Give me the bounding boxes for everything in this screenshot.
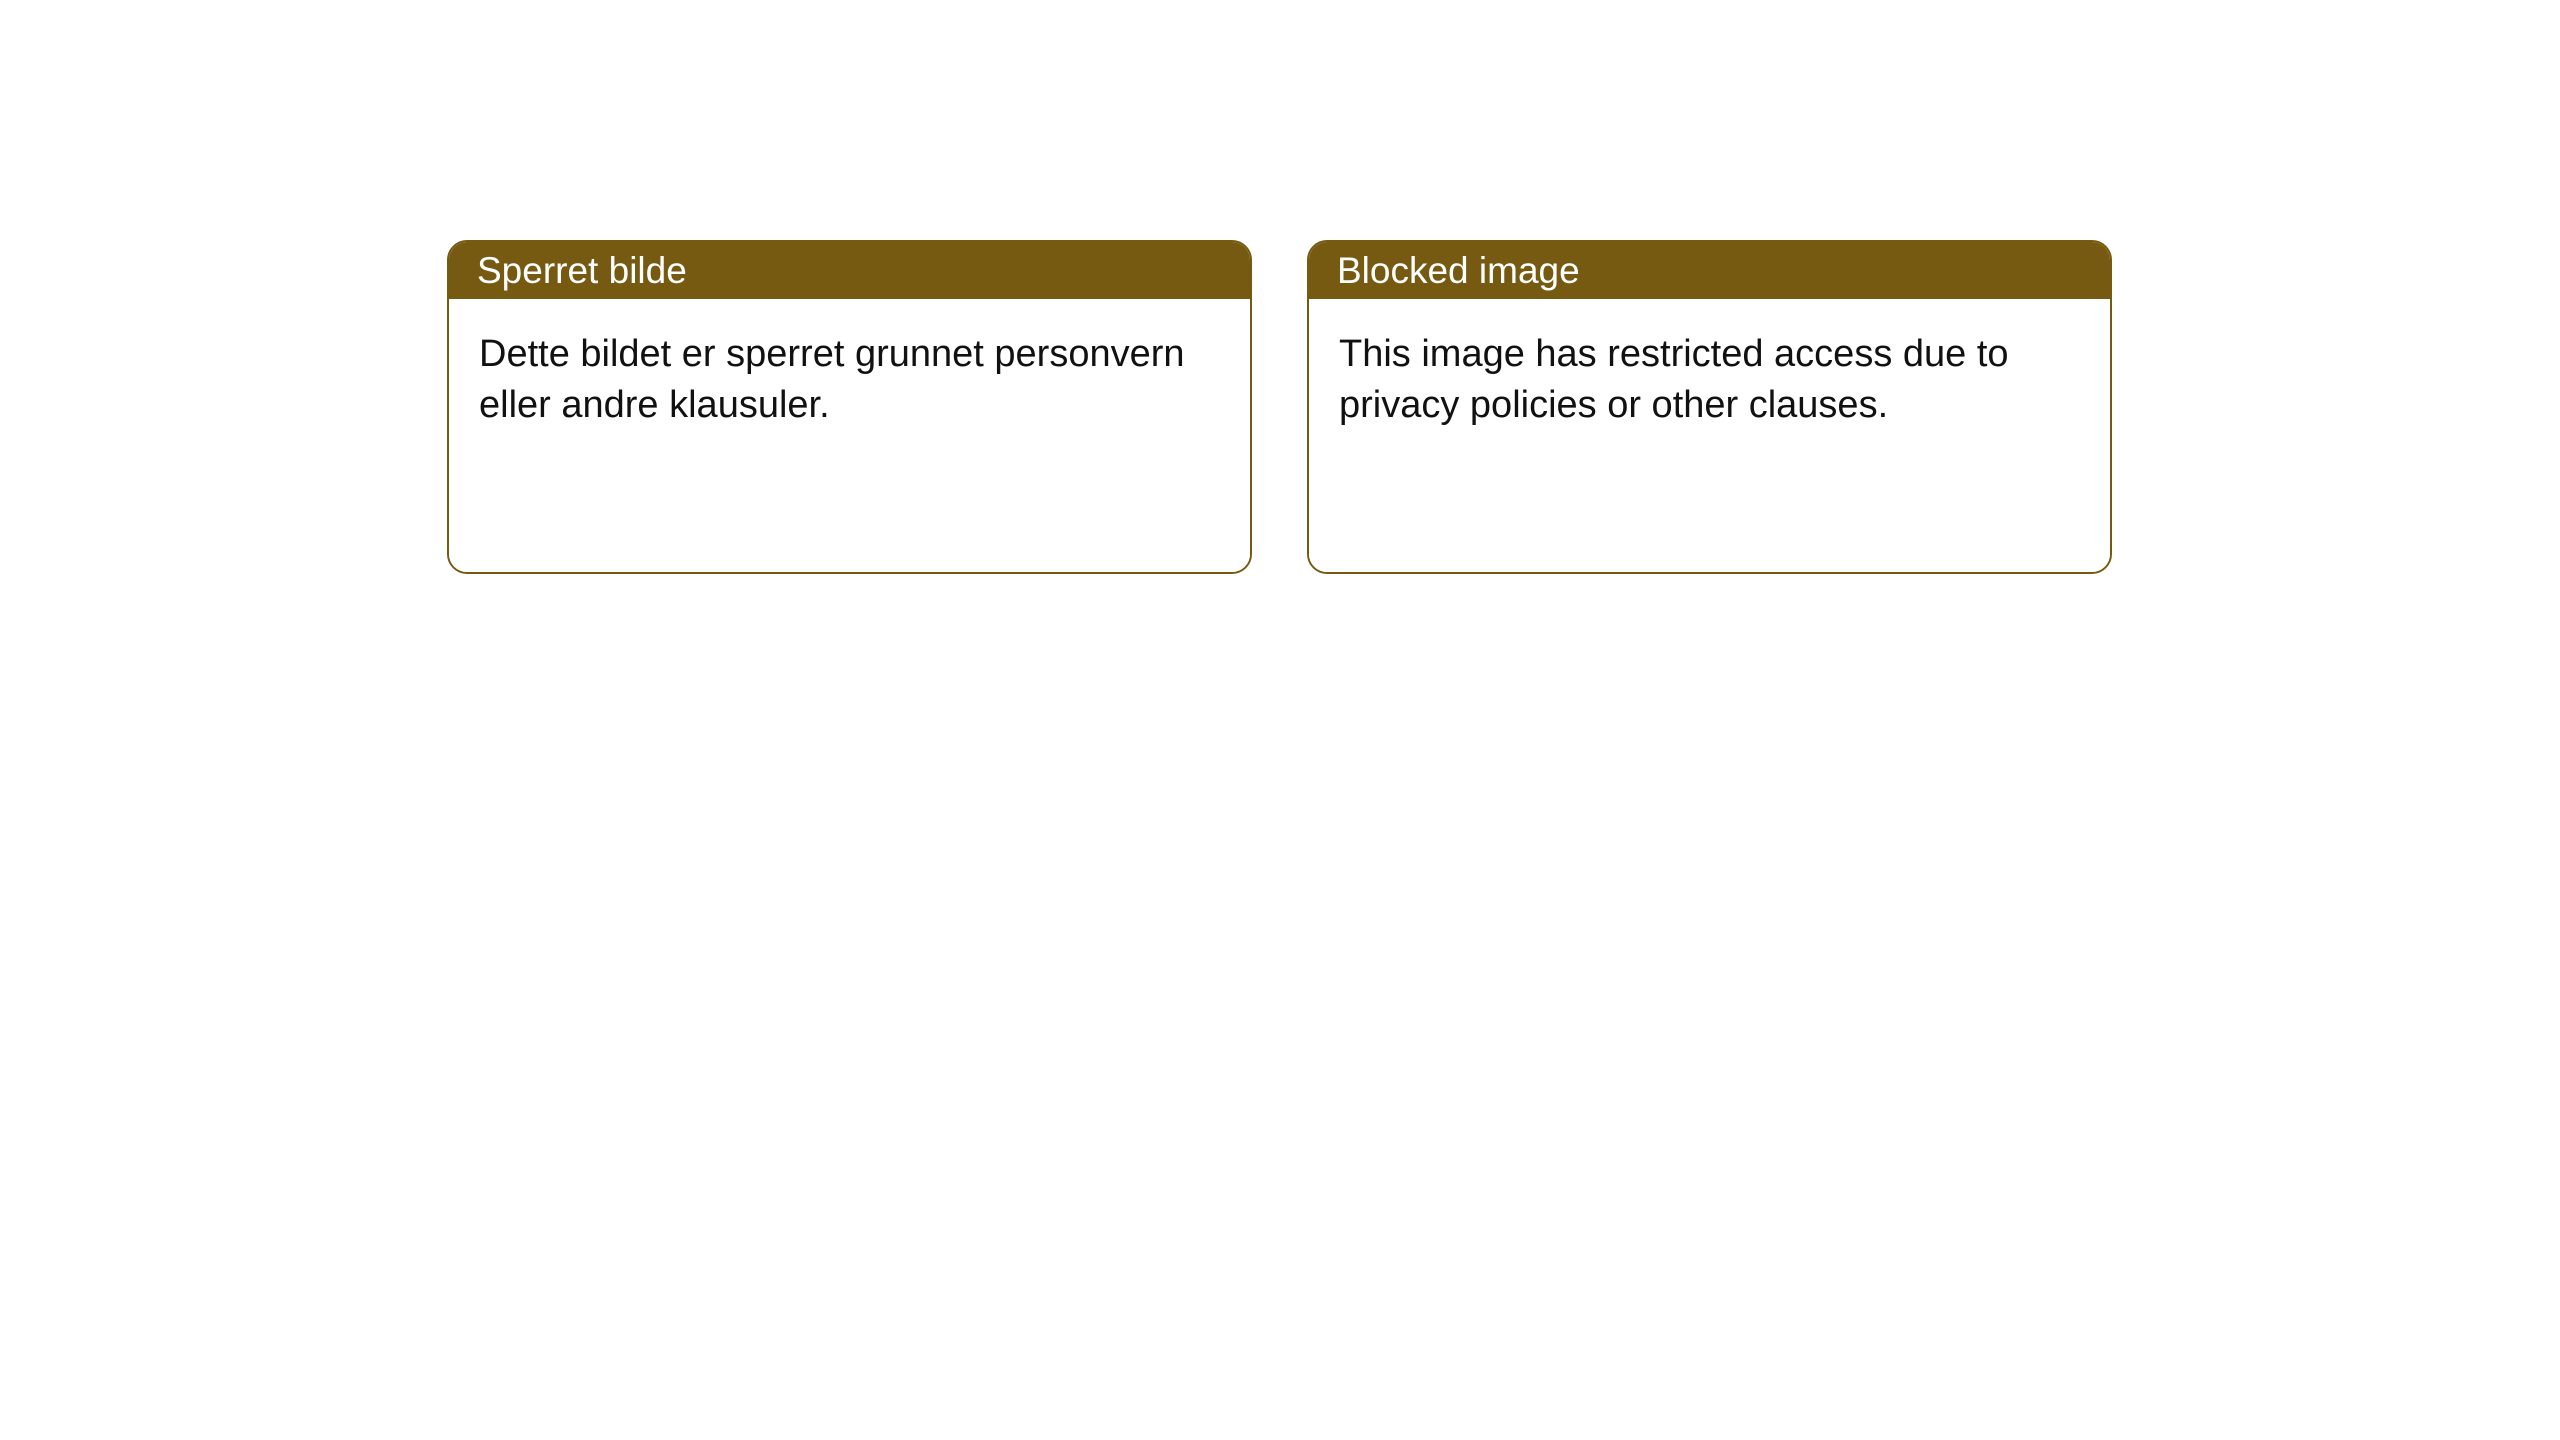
card-body-text-en: This image has restricted access due to …: [1339, 329, 2080, 432]
notice-stage: Sperret bilde Dette bildet er sperret gr…: [0, 0, 2560, 1440]
card-body-nb: Dette bildet er sperret grunnet personve…: [449, 299, 1250, 572]
card-header-nb: Sperret bilde: [449, 242, 1250, 299]
card-title-en: Blocked image: [1337, 250, 1580, 292]
blocked-image-card-nb: Sperret bilde Dette bildet er sperret gr…: [447, 240, 1252, 574]
card-header-en: Blocked image: [1309, 242, 2110, 299]
blocked-image-card-en: Blocked image This image has restricted …: [1307, 240, 2112, 574]
card-title-nb: Sperret bilde: [477, 250, 687, 292]
card-body-en: This image has restricted access due to …: [1309, 299, 2110, 572]
card-body-text-nb: Dette bildet er sperret grunnet personve…: [479, 329, 1220, 432]
